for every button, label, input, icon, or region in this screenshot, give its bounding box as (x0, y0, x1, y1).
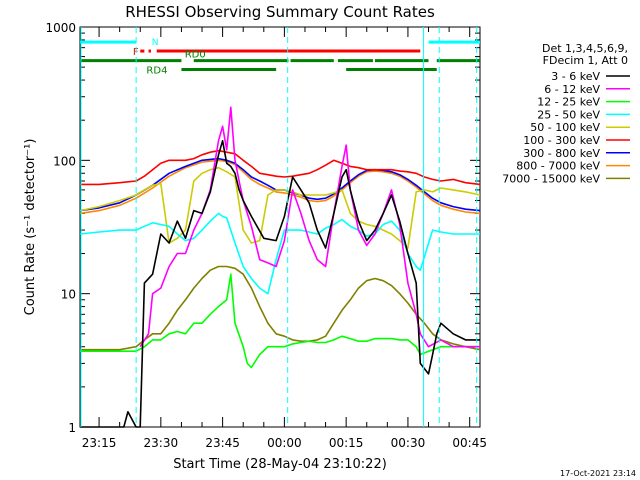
x-tick-label: 00:15 (329, 436, 364, 450)
series-line-50-100-kev (79, 166, 481, 249)
series-line-800-7000-kev (79, 159, 481, 215)
x-tick-label: 00:45 (452, 436, 487, 450)
chart-title: RHESSI Observing Summary Count Rates (125, 3, 435, 21)
legend-label: 6 - 12 keV (544, 83, 600, 96)
footer-date: 17-Oct-2021 23:14 (560, 469, 636, 478)
state-bars: NFRD0RD4 (80, 38, 480, 77)
legend-label: 300 - 800 keV (523, 147, 600, 160)
x-tick-label: 23:15 (82, 436, 117, 450)
state-label-n: N (152, 38, 159, 48)
state-label-rd0: RD0 (185, 50, 206, 61)
series-line-6-12-kev (139, 106, 480, 348)
y-tick-label: 10 (61, 288, 76, 302)
legend-label: 3 - 6 keV (551, 70, 600, 83)
x-axis-label: Start Time (28-May-04 23:10:22) (173, 457, 387, 472)
legend-label: 100 - 300 keV (523, 134, 600, 147)
x-tick-label: 23:45 (205, 436, 240, 450)
series-line-7000-15000-kev (80, 265, 481, 351)
x-tick-label: 00:00 (267, 436, 302, 450)
series-line-100-300-kev (80, 149, 481, 186)
x-tick-label: 00:30 (391, 436, 426, 450)
x-tick-label: 23:30 (144, 436, 179, 450)
vertical-markers (80, 27, 478, 427)
y-tick-label: 100 (53, 154, 76, 168)
y-tick-label: 1000 (45, 21, 76, 35)
legend-label: 25 - 50 keV (537, 108, 600, 121)
state-label-rd4: RD4 (146, 66, 167, 77)
series-line-300-800-kev (79, 157, 481, 212)
series-lines (79, 106, 481, 428)
legend-label: 50 - 100 keV (530, 121, 600, 134)
legend-label: 12 - 25 keV (537, 96, 600, 109)
legend-header-1: Det 1,3,4,5,6,9, (542, 42, 628, 55)
y-tick-label: 1 (68, 421, 76, 435)
series-line-12-25-kev (80, 273, 480, 369)
legend-label: 7000 - 15000 keV (502, 172, 600, 185)
plot-frame (79, 26, 481, 428)
legend-label: 800 - 7000 keV (516, 160, 600, 173)
legend-header-2: FDecim 1, Att 0 (543, 54, 628, 67)
series-line-3-6-kev (80, 140, 480, 428)
axis-ticks: 1 10 100 1000 23:15 23:30 23:45 00:00 00:15 00:30… (45, 21, 487, 450)
y-axis-label: Count Rate (s⁻¹ detector⁻¹) (23, 139, 38, 316)
